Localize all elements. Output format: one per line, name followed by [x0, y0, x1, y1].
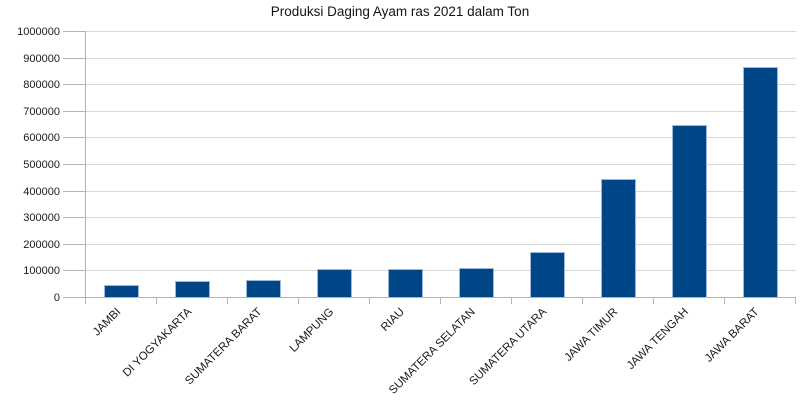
gridline [86, 57, 796, 59]
gridline [86, 217, 796, 219]
x-axis-tick-mark [227, 298, 228, 304]
x-axis-tick-mark [724, 298, 725, 304]
y-axis-tick-label: 800000 [23, 79, 60, 92]
y-axis-tick-label: 500000 [23, 159, 60, 171]
y-axis-tick-mark [63, 270, 85, 272]
x-axis-tick-mark [795, 298, 796, 304]
x-axis-tick-label: SUMATERA UTARA [467, 306, 549, 388]
x-axis-tick-label: SUMATERA BARAT [183, 306, 265, 388]
y-axis-tick-mark [63, 190, 85, 192]
bar-di-yogyakarta [174, 281, 211, 297]
bar-jambi [103, 285, 140, 297]
x-axis-tick-label: JAWA TIMUR [562, 306, 620, 364]
y-axis-tick-label: 900000 [23, 52, 60, 65]
bar-lampung [316, 269, 353, 297]
x-axis-tick-mark [440, 298, 441, 304]
bar-sumatera-utara [529, 252, 566, 297]
y-axis-tick-label: 1000000 [17, 26, 60, 38]
x-axis-tick-mark [156, 298, 157, 304]
gridline [86, 164, 796, 165]
gridline [86, 270, 796, 272]
x-axis-tick-label: JAMBI [90, 306, 123, 339]
x-axis-tick-mark [511, 298, 512, 304]
x-axis-tick-mark [369, 298, 370, 304]
y-axis-tick-label: 300000 [23, 212, 60, 225]
y-axis-tick-mark [63, 137, 85, 139]
gridline [86, 243, 796, 245]
y-axis-tick-label: 0 [53, 292, 60, 304]
gridline [86, 84, 796, 86]
x-axis-tick-mark [653, 298, 654, 304]
y-axis-tick-mark [63, 243, 85, 245]
bar-jawa-timur [600, 179, 637, 297]
y-axis-tick-label: 200000 [23, 238, 60, 251]
bar-jawa-tengah [671, 125, 708, 297]
gridline [86, 137, 796, 139]
x-axis-tick-mark [582, 298, 583, 304]
x-axis-tick-label: JAWA BARAT [703, 306, 762, 365]
y-axis-tick-mark [63, 31, 85, 32]
y-axis-tick-mark [63, 164, 85, 165]
y-axis-tick-mark [63, 57, 85, 59]
x-axis-tick-label: JAWA TENGAH [624, 306, 691, 373]
x-axis-tick-mark [85, 298, 86, 304]
x-axis-tick-label: LAMPUNG [287, 306, 336, 355]
y-axis-tick-mark [63, 110, 85, 112]
y-axis-tick-label: 400000 [23, 185, 60, 198]
gridline [86, 110, 796, 112]
bar-riau [387, 269, 424, 297]
x-axis-tick-mark [298, 298, 299, 304]
bar-jawa-barat [742, 67, 779, 297]
bar-sumatera-selatan [458, 268, 495, 297]
y-axis-tick-mark [63, 297, 85, 298]
y-axis-tick-mark [63, 84, 85, 86]
y-axis-tick-label: 100000 [23, 265, 60, 278]
gridline [86, 190, 796, 192]
y-axis-tick-label: 700000 [23, 105, 60, 118]
y-axis-tick-label: 600000 [23, 132, 60, 145]
x-axis-tick-label: RIAU [379, 306, 407, 334]
x-axis-tick-label: DI YOGYAKARTA [120, 306, 194, 380]
chart-title: Produksi Daging Ayam ras 2021 dalam Ton [270, 4, 530, 19]
y-axis-tick-mark [63, 217, 85, 219]
bar-sumatera-barat [245, 280, 282, 297]
plot-area [85, 31, 796, 298]
gridline [86, 31, 796, 32]
